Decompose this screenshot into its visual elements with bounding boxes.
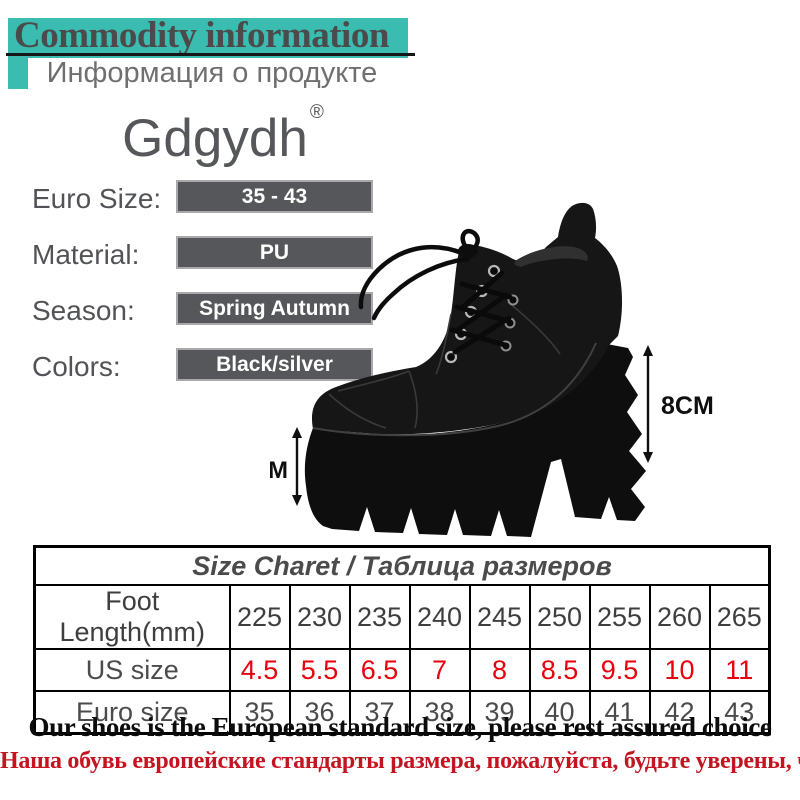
cell: 9.5: [588, 648, 651, 692]
cell: 41: [588, 690, 651, 735]
shoe-midsole-line: [312, 342, 597, 437]
attr-value-season: Spring Autumn: [176, 292, 373, 325]
page-subtitle-ru: Информация о продукте: [46, 57, 378, 89]
attr-value-colors: Black/silver: [176, 348, 373, 381]
cell: 265: [708, 584, 771, 650]
cell: 8.5: [528, 648, 591, 692]
table-row-us-size: US size 4.5 5.5 6.5 7 8 8.5 9.5 10 11: [33, 648, 771, 692]
attr-value-euro-size: 35 - 43: [176, 180, 373, 213]
title-highlight-tail: [8, 58, 28, 89]
table-row-euro-size: Euro size 35 36 37 38 39 40 41 42 43: [33, 690, 771, 735]
footer-note-en: Our shoes is the European standard size,…: [28, 712, 772, 742]
cell: 11: [708, 648, 771, 692]
cell: 42: [648, 690, 711, 735]
heel-height-arrow: [643, 345, 653, 463]
cell: 40: [528, 690, 591, 735]
cell: 260: [648, 584, 711, 650]
attr-label-season: Season:: [32, 295, 135, 326]
shoe-upper: [311, 202, 623, 435]
size-chart-title: Size Charet / Таблица размеров: [33, 545, 771, 586]
cell: 235: [348, 584, 411, 650]
registered-trademark-icon: ®: [309, 102, 324, 123]
cell: 39: [468, 690, 531, 735]
table-row-foot-length: Foot Length(mm) 225 230 235 240 245 250 …: [33, 584, 771, 650]
cell: 37: [348, 690, 411, 735]
cell: 240: [408, 584, 471, 650]
platform-height-label: 4CM: [270, 457, 288, 484]
cell: 10: [648, 648, 711, 692]
cell: 36: [288, 690, 351, 735]
title-highlight: [8, 18, 408, 58]
cell: 255: [588, 584, 651, 650]
size-chart: Size Charet / Таблица размеров Foot Leng…: [33, 545, 772, 735]
cell: 35: [228, 690, 291, 735]
row-label-euro-size: Euro size: [33, 690, 231, 735]
cell: 8: [468, 648, 531, 692]
cell: 230: [288, 584, 351, 650]
attr-label-euro-size: Euro Size:: [32, 183, 162, 214]
shoe-photo: 4CM 8CM: [270, 202, 714, 537]
cell: 4.5: [228, 648, 291, 692]
row-label-foot-length: Foot Length(mm): [33, 584, 231, 650]
brand-logo: Gdgydh ®: [0, 102, 446, 169]
row-label-us-size: US size: [33, 648, 231, 692]
cell: 6.5: [348, 648, 411, 692]
platform-height-arrow: [292, 427, 302, 506]
cell: 225: [228, 584, 291, 650]
page-title: Commodity information: [14, 15, 389, 56]
shoe-lace-knot: [458, 244, 478, 258]
shoe-laces: [449, 270, 513, 355]
attr-label-material: Material:: [32, 239, 140, 270]
shoe-collar-opening: [514, 246, 588, 267]
cell: 245: [468, 584, 531, 650]
cell: 38: [408, 690, 471, 735]
heel-height-label: 8CM: [661, 392, 714, 420]
cell: 7: [408, 648, 471, 692]
attr-label-colors: Colors:: [32, 351, 121, 382]
attr-value-material: PU: [176, 236, 373, 269]
brand-name: Gdgydh: [122, 109, 308, 168]
cell: 250: [528, 584, 591, 650]
cell: 43: [708, 690, 771, 735]
cell: 5.5: [288, 648, 351, 692]
footer-note-ru: Наша обувь европейские стандарты размера…: [0, 748, 800, 774]
shoe-sole: [304, 342, 646, 537]
shoe-seams: [328, 301, 561, 429]
title-underline: [6, 53, 415, 56]
